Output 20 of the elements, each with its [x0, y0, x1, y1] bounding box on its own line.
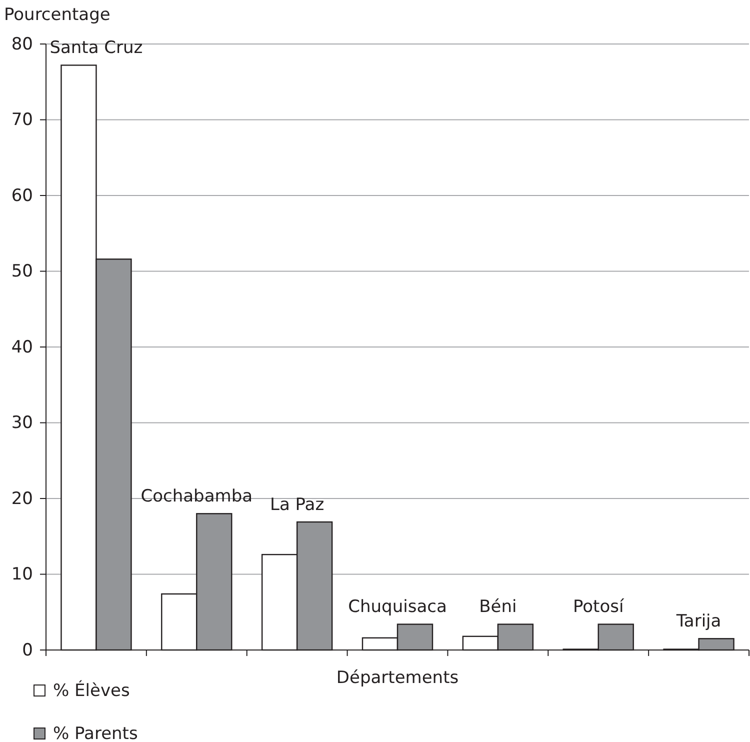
- x-tick-label: Potosí: [573, 597, 625, 618]
- y-tick-label: 0: [22, 640, 33, 660]
- y-tick-label: 60: [11, 186, 33, 206]
- x-tick-label: La Paz: [270, 494, 324, 515]
- legend-label: % Élèves: [53, 680, 130, 701]
- y-tick-label: 50: [11, 262, 33, 282]
- x-tick-label: Cochabamba: [140, 486, 253, 507]
- x-tick-label: Tarija: [675, 612, 722, 632]
- y-tick-label: 20: [11, 488, 33, 509]
- x-tick-label: Chuquisaca: [348, 597, 447, 618]
- y-tick-label: 10: [11, 564, 33, 585]
- y-tick-label: 70: [11, 110, 33, 130]
- x-tick-label: Santa Cruz: [50, 38, 143, 58]
- x-tick-label: Béni: [479, 597, 517, 618]
- y-tick-label: 80: [11, 34, 33, 54]
- legend-label: % Parents: [53, 724, 138, 742]
- y-tick-label: 30: [11, 413, 33, 434]
- y-tick-label: 40: [11, 337, 33, 358]
- x-axis-title: Départements: [336, 668, 459, 688]
- y-axis-title: Pourcentage: [4, 5, 110, 25]
